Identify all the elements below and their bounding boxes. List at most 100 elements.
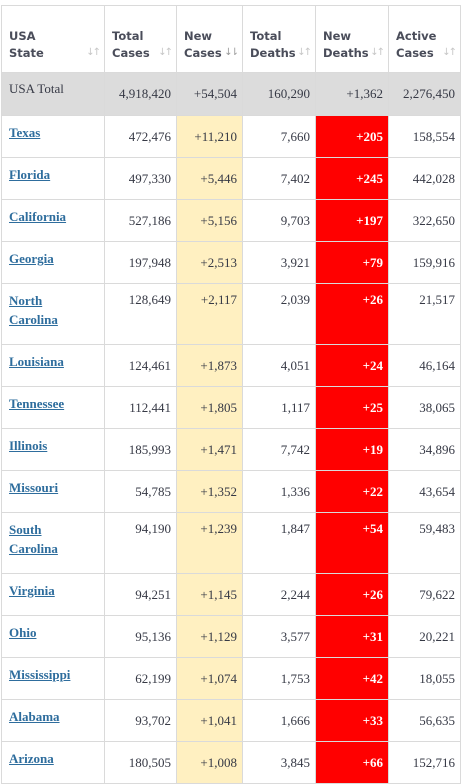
table-row: North Carolina 128,649 +2,117 2,039 +26 21,51… (1, 283, 461, 345)
table-row: Alabama 93,702 +1,041 1,666 +33 56,635 (1, 699, 461, 742)
total-cases-cell: 4,918,420 (104, 72, 177, 116)
state-cell: Illinois (1, 428, 105, 471)
table-row: Arizona 180,505 +1,008 3,845 +66 152,716 (1, 741, 461, 784)
new-cases-cell: +1,008 (176, 741, 243, 784)
total-cases-cell: 527,186 (104, 199, 177, 242)
header-line2: State (9, 45, 44, 60)
state-link[interactable]: Tennessee (9, 396, 65, 411)
header-row: USA State ↓↑ Total Cases ↓↑ New Cases ↓⇂ To… (1, 5, 461, 73)
state-cell: Mississippi (1, 657, 105, 700)
header-line2: Cases (112, 45, 150, 60)
total-cases-cell: 497,330 (104, 157, 177, 200)
state-link[interactable]: North Carolina (9, 293, 58, 327)
total-cases-cell: 124,461 (104, 344, 177, 387)
total-cases-cell: 472,476 (104, 115, 177, 158)
column-header-new-cases[interactable]: New Cases ↓⇂ (176, 5, 243, 73)
active-cases-cell: 79,622 (388, 573, 461, 616)
state-cell: Virginia (1, 573, 105, 616)
header-line1: New (323, 29, 352, 43)
state-link[interactable]: Georgia (9, 251, 54, 266)
new-deaths-cell: +54 (315, 512, 389, 574)
column-header-total-cases[interactable]: Total Cases ↓↑ (104, 5, 177, 73)
total-deaths-cell: 1,847 (242, 512, 316, 574)
state-cell: Florida (1, 157, 105, 200)
total-cases-cell: 95,136 (104, 615, 177, 658)
state-link[interactable]: Louisiana (9, 354, 64, 369)
total-cases-cell: 180,505 (104, 741, 177, 784)
active-cases-cell: 152,716 (388, 741, 461, 784)
total-deaths-cell: 2,039 (242, 283, 316, 345)
sort-arrows-icon[interactable]: ↓↑ (442, 47, 457, 58)
state-link[interactable]: Virginia (9, 583, 55, 598)
active-cases-cell: 322,650 (388, 199, 461, 242)
active-cases-cell: 56,635 (388, 699, 461, 742)
column-header-total-deaths[interactable]: Total Deaths ↓↑ (242, 5, 316, 73)
active-cases-cell: 442,028 (388, 157, 461, 200)
table-row: Ohio 95,136 +1,129 3,577 +31 20,221 (1, 615, 461, 658)
sort-arrows-icon[interactable]: ↓↑ (158, 47, 173, 58)
sort-descending-icon[interactable]: ↓⇂ (224, 47, 239, 58)
total-deaths-cell: 1,753 (242, 657, 316, 700)
sort-arrows-icon[interactable]: ↓↑ (86, 47, 101, 58)
active-cases-cell: 159,916 (388, 241, 461, 284)
total-deaths-cell: 3,921 (242, 241, 316, 284)
total-deaths-cell: 7,660 (242, 115, 316, 158)
new-deaths-cell: +33 (315, 699, 389, 742)
covid-usa-states-table: USA State ↓↑ Total Cases ↓↑ New Cases ↓⇂ To… (1, 5, 461, 784)
state-cell: Texas (1, 115, 105, 158)
column-header-active-cases[interactable]: Active Cases ↓↑ (388, 5, 461, 73)
state-link[interactable]: Alabama (9, 709, 60, 724)
active-cases-cell: 38,065 (388, 386, 461, 429)
state-link[interactable]: South Carolina (9, 522, 58, 556)
state-link[interactable]: Texas (9, 125, 41, 140)
state-link[interactable]: Arizona (9, 751, 54, 766)
usa-total-row: USA Total 4,918,420 +54,504 160,290 +1,3… (1, 72, 461, 116)
state-link[interactable]: Missouri (9, 480, 59, 495)
new-cases-cell: +1,239 (176, 512, 243, 574)
new-deaths-cell: +245 (315, 157, 389, 200)
new-deaths-cell: +197 (315, 199, 389, 242)
total-cases-cell: 54,785 (104, 470, 177, 513)
sort-arrows-icon[interactable]: ↓↑ (297, 47, 312, 58)
new-cases-cell: +1,074 (176, 657, 243, 700)
state-cell: Alabama (1, 699, 105, 742)
new-cases-cell: +1,129 (176, 615, 243, 658)
state-link[interactable]: Florida (9, 167, 51, 182)
total-deaths-cell: 1,336 (242, 470, 316, 513)
total-deaths-cell: 2,244 (242, 573, 316, 616)
new-cases-cell: +1,873 (176, 344, 243, 387)
active-cases-cell: 158,554 (388, 115, 461, 158)
total-cases-cell: 197,948 (104, 241, 177, 284)
active-cases-cell: 34,896 (388, 428, 461, 471)
sort-arrows-icon[interactable]: ↓↑ (370, 47, 385, 58)
state-cell: Missouri (1, 470, 105, 513)
table-row: Florida 497,330 +5,446 7,402 +245 442,028 (1, 157, 461, 200)
header-line1: Active (396, 29, 437, 43)
new-cases-cell: +2,117 (176, 283, 243, 345)
new-cases-cell: +1,145 (176, 573, 243, 616)
new-cases-cell: +1,352 (176, 470, 243, 513)
state-cell: Tennessee (1, 386, 105, 429)
new-deaths-cell: +26 (315, 283, 389, 345)
new-cases-cell: +54,504 (176, 72, 243, 116)
total-deaths-cell: 7,742 (242, 428, 316, 471)
new-deaths-cell: +1,362 (315, 72, 389, 116)
new-deaths-cell: +79 (315, 241, 389, 284)
table-row: Missouri 54,785 +1,352 1,336 +22 43,654 (1, 470, 461, 513)
header-line1: USA (9, 29, 36, 43)
new-deaths-cell: +24 (315, 344, 389, 387)
state-link[interactable]: Ohio (9, 625, 37, 640)
total-deaths-cell: 7,402 (242, 157, 316, 200)
new-deaths-cell: +66 (315, 741, 389, 784)
total-cases-cell: 93,702 (104, 699, 177, 742)
new-deaths-cell: +22 (315, 470, 389, 513)
new-cases-cell: +1,805 (176, 386, 243, 429)
state-link[interactable]: Mississippi (9, 667, 71, 682)
column-header-usa-state[interactable]: USA State ↓↑ (1, 5, 105, 73)
state-link[interactable]: Illinois (9, 438, 48, 453)
column-header-new-deaths[interactable]: New Deaths ↓↑ (315, 5, 389, 73)
total-deaths-cell: 9,703 (242, 199, 316, 242)
state-cell: Ohio (1, 615, 105, 658)
state-link[interactable]: California (9, 209, 67, 224)
new-cases-cell: +5,156 (176, 199, 243, 242)
